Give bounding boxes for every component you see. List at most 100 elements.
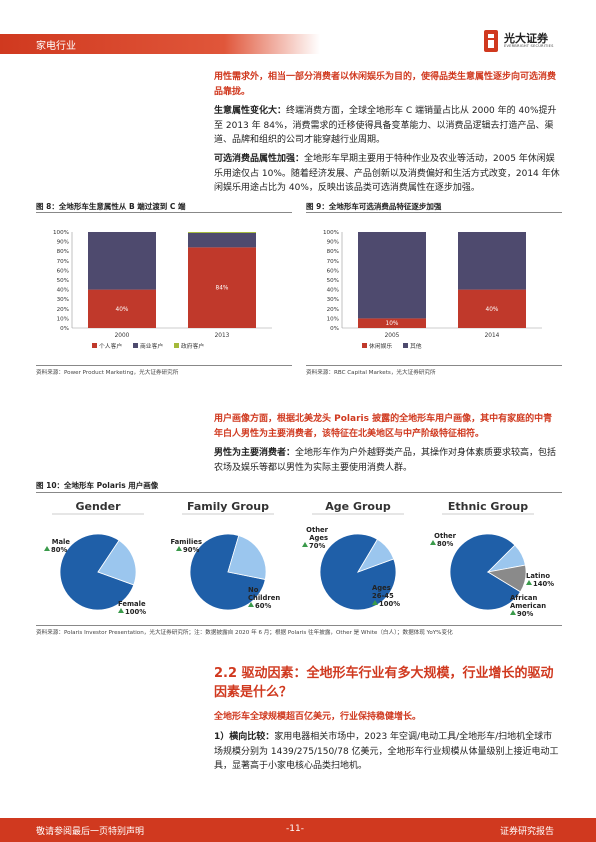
y-tick-label: 40% <box>327 288 339 294</box>
legend-swatch <box>362 343 367 348</box>
figure-8-source: 资料来源：Power Product Marketing，光大证券研究所 <box>36 370 179 376</box>
paragraph-horizontal-comparison: 1）横向比较：家用电器相关市场中，2023 年空调/电动工具/全地形车/扫地机全… <box>214 730 560 774</box>
bar-segment <box>458 289 526 328</box>
pie-slice <box>486 564 527 593</box>
y-tick-label: 40% <box>57 288 69 294</box>
pie-heading: Gender <box>75 500 121 513</box>
figure-8-rule-bottom <box>36 365 292 366</box>
logo-en: EVERBRIGHT SECURITIES <box>504 44 554 48</box>
footer-report-type: 证券研究报告 <box>500 827 555 837</box>
data-label: 40% <box>116 307 129 313</box>
y-tick-label: 30% <box>57 297 69 303</box>
pie-label: Ages <box>309 534 328 542</box>
pie-slice <box>59 533 135 611</box>
y-tick-label: 60% <box>327 268 339 274</box>
legend-label: 个人客户 <box>99 342 122 350</box>
figure-9-source: 资料来源：RBC Capital Markets，光大证券研究所 <box>306 370 436 376</box>
paragraph-user-profile: 用户画像方面，根据北美龙头 Polaris 披露的全地形车用户画像，其中有家庭的… <box>214 414 553 439</box>
legend-swatch <box>174 343 179 348</box>
x-tick-label: 2013 <box>215 333 230 339</box>
pie-slice <box>357 538 395 573</box>
paragraph-male-consumers: 男性为主要消费者：全地形车作为户外越野类产品，其操作对身体素质要求较高，包括农场… <box>214 446 560 475</box>
figure-9-chart: 0% 10% 20% 30% 40% 50% 60% 70% 80% 90% 100% 10% 2005… <box>323 230 542 350</box>
y-tick-label: 0% <box>60 326 69 332</box>
pie-value: 140% <box>533 580 554 588</box>
pie-slice <box>97 539 137 586</box>
pie-label: No <box>248 586 259 594</box>
y-tick-label: 70% <box>327 259 339 265</box>
y-tick-label: 20% <box>57 307 69 313</box>
pie-label: Children <box>248 594 280 602</box>
y-tick-label: 50% <box>327 278 339 284</box>
x-tick-label: 2000 <box>115 333 130 339</box>
pie-value: 80% <box>437 540 453 548</box>
header-band: 家电行业 <box>0 34 320 54</box>
paragraph-label: 可选消费品属性加强： <box>214 154 305 164</box>
figure-10-source: 资料来源：Polaris Investor Presentation，光大证券研… <box>36 630 453 636</box>
bar-segment <box>458 232 526 290</box>
up-arrow-icon <box>372 600 378 605</box>
figure-9-title: 图 9：全地形车可选消费品特征逐步加强 <box>306 202 442 211</box>
company-logo: 光大证券 EVERBRIGHT SECURITIES <box>484 30 564 54</box>
figure-8-rule <box>36 212 292 213</box>
figure-8-chart: 0% 10% 20% 30% 40% 50% 60% 70% 80% 90% 100% 40% 2000… <box>53 230 272 350</box>
paragraph-market-size: 全地形车全球规模超百亿美元，行业保持稳健增长。 <box>214 712 422 722</box>
pie-label: Female <box>118 600 146 608</box>
pie-label: American <box>510 602 546 610</box>
y-tick-label: 30% <box>327 297 339 303</box>
paragraph-text: 全地形车早期主要用于特种作业及农业等活动，2005 年休闲娱乐用途仅占 10%。… <box>214 154 560 193</box>
figure-10-rule-bottom <box>36 625 562 626</box>
data-label: 10% <box>386 321 399 327</box>
bar-segment <box>358 232 426 319</box>
figure-10-rule <box>36 492 562 493</box>
paragraph-text: 全地形车作为户外越野类产品，其操作对身体素质要求较高，包括农场及娱乐等都以男性为… <box>214 448 557 473</box>
pie-label: Ages <box>372 584 391 592</box>
pie-value: 100% <box>125 608 146 616</box>
pie-heading: Family Group <box>187 500 269 513</box>
pie-heading: Age Group <box>325 500 391 513</box>
pie-label: Other <box>434 532 456 540</box>
figure-9-rule-bottom <box>306 365 562 366</box>
up-arrow-icon <box>248 602 254 607</box>
figure-9-rule <box>306 212 562 213</box>
up-arrow-icon <box>44 546 50 551</box>
y-tick-label: 100% <box>53 230 69 236</box>
section-heading: 2.2 驱动因素：全地形车行业有多大规模，行业增长的驱动因素是什么？ <box>214 666 554 700</box>
logo-mark-icon <box>484 30 498 52</box>
y-tick-label: 100% <box>323 230 339 236</box>
up-arrow-icon <box>302 542 308 547</box>
paragraph-label: 生意属性变化大： <box>214 106 287 116</box>
y-tick-label: 60% <box>57 268 69 274</box>
y-tick-label: 70% <box>57 259 69 265</box>
pie-value: 80% <box>51 546 67 554</box>
logo-name: 光大证券 <box>504 32 548 45</box>
pie-label: African <box>510 594 538 602</box>
industry-label: 家电行业 <box>36 41 76 52</box>
figure-8-title: 图 8：全地形车生意属性从 B 端过渡到 C 端 <box>36 202 186 211</box>
footer-disclaimer: 敬请参阅最后一页特别声明 <box>36 827 145 837</box>
up-arrow-icon <box>510 610 516 615</box>
x-tick-label: 2014 <box>485 333 500 339</box>
pie-heading: Ethnic Group <box>448 500 528 513</box>
legend-swatch <box>92 343 97 348</box>
pie-label: Other <box>306 526 328 534</box>
y-tick-label: 0% <box>330 326 339 332</box>
bar-segment <box>188 232 256 233</box>
pie-value: 90% <box>517 610 533 618</box>
pie-label: Families <box>170 538 202 546</box>
bar-segment <box>358 318 426 328</box>
legend-label: 其他 <box>410 342 422 350</box>
page-number: -11- <box>286 824 304 834</box>
up-arrow-icon <box>526 580 532 585</box>
intro-paragraph: 用性需求外，相当一部分消费者以休闲娱乐为目的，使得品类生意属性逐步向可选消费品靠… <box>214 72 557 97</box>
paragraph-text: 终端消费方面，全球全地形车 C 端销量占比从 2000 年的 40%提升至 20… <box>214 106 557 145</box>
legend-label: 政府客户 <box>181 342 204 350</box>
bar-segment <box>188 247 256 328</box>
data-label: 84% <box>216 286 229 292</box>
y-tick-label: 80% <box>327 249 339 255</box>
legend-swatch <box>403 343 408 348</box>
y-tick-label: 10% <box>57 316 69 322</box>
bar-segment <box>88 289 156 328</box>
x-tick-label: 2005 <box>385 333 400 339</box>
